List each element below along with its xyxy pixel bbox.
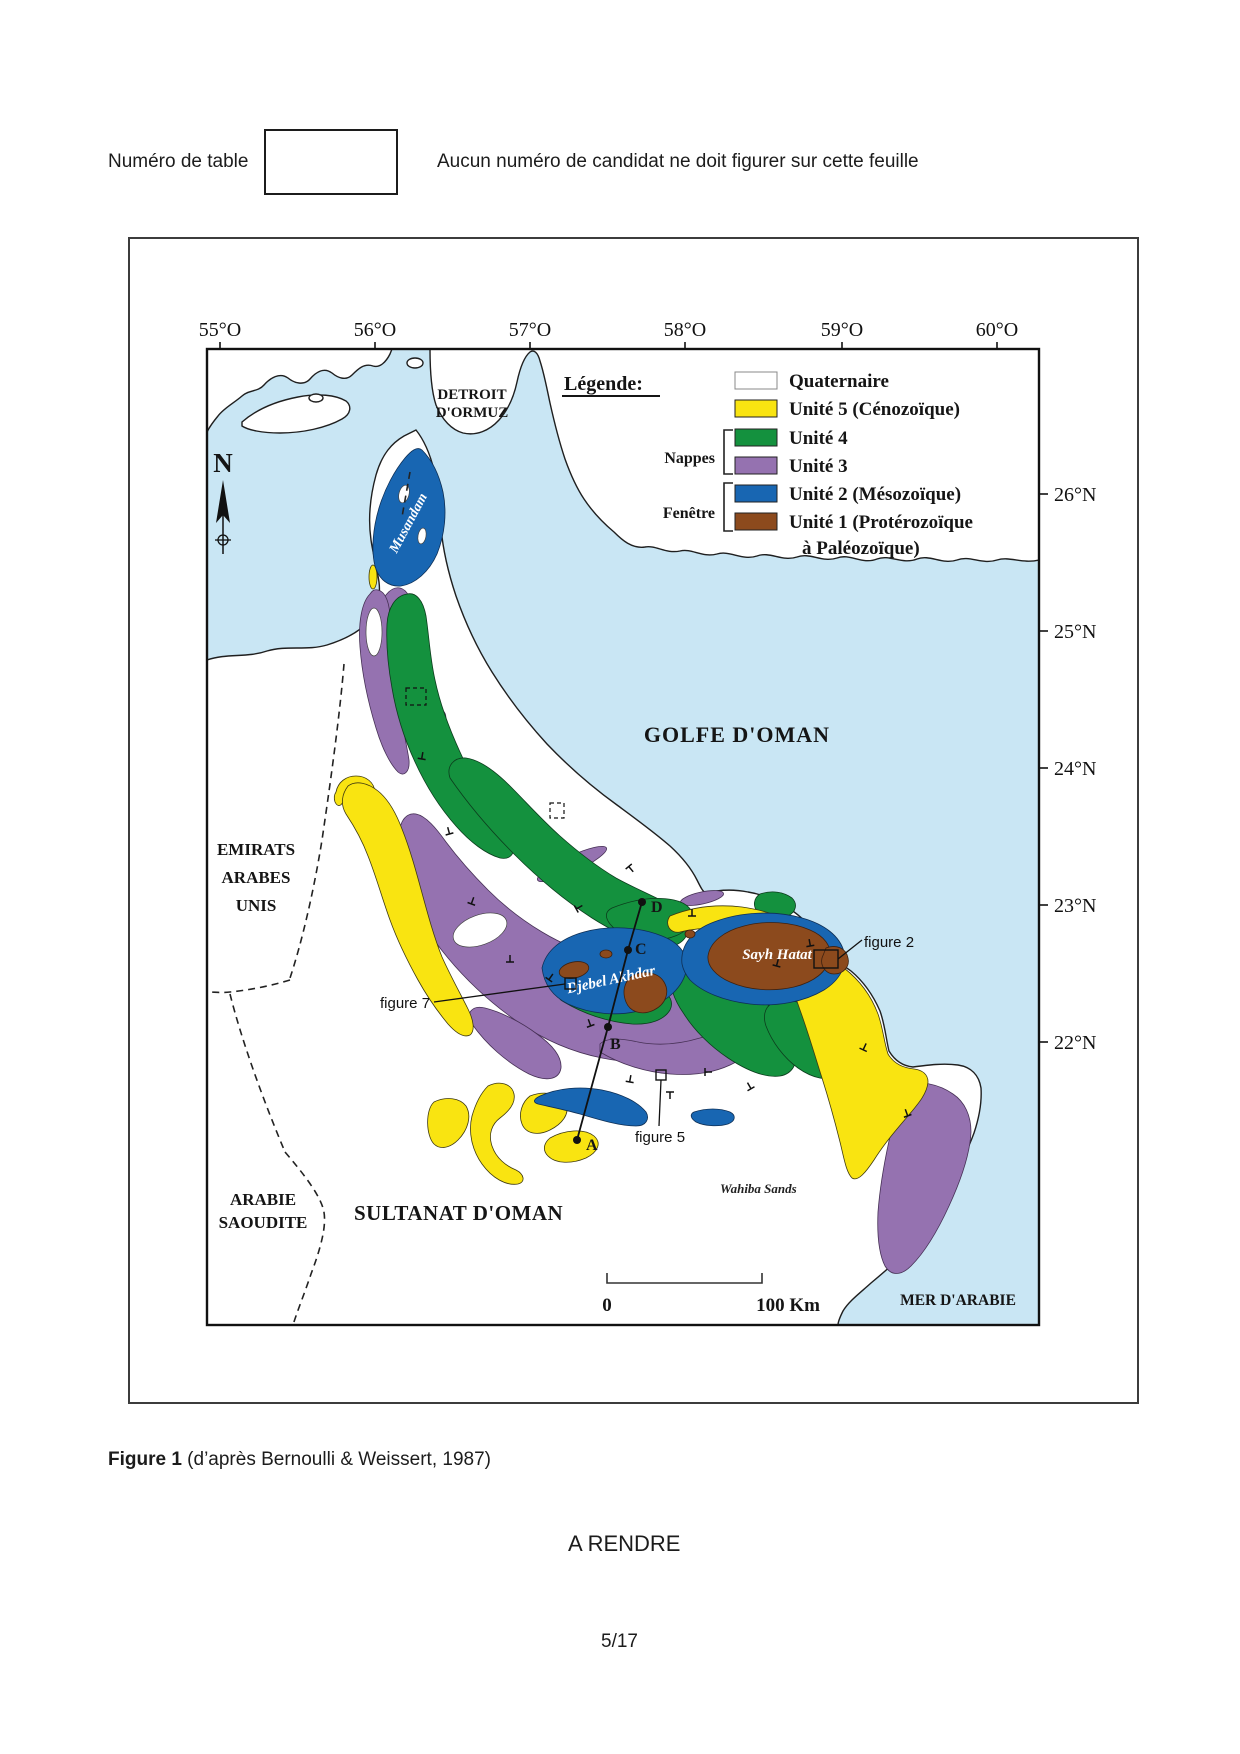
thrust-symbols	[417, 751, 912, 1118]
svg-text:D'ORMUZ: D'ORMUZ	[436, 405, 509, 421]
sayh-hatat-label: Sayh Hatat	[742, 947, 812, 963]
figure-caption: Figure 1 (d’après Bernoulli & Weissert, …	[108, 1449, 491, 1471]
figure-caption-source: (d’après Bernoulli & Weissert, 1987)	[181, 1449, 491, 1470]
svg-text:à Paléozoïque): à Paléozoïque)	[802, 538, 920, 559]
small-island	[308, 393, 324, 403]
quaternaire-spot	[417, 527, 427, 545]
svg-text:22°N: 22°N	[1054, 1032, 1096, 1054]
legend-swatch-unite3	[734, 456, 778, 475]
map-legend: Légende: Quaternaire Unité 5 (Cénozoïque…	[562, 371, 973, 559]
quaternaire-window	[365, 607, 383, 657]
legend-group-fenetre: Fenêtre	[663, 505, 715, 522]
iran-landmass	[207, 349, 1039, 563]
svg-text:25°N: 25°N	[1054, 621, 1096, 643]
figure-caption-number: Figure 1	[108, 1449, 182, 1470]
svg-text:24°N: 24°N	[1054, 758, 1096, 780]
figure-references: figure 7 figure 5 figure 2	[380, 934, 914, 1146]
svg-text:59°O: 59°O	[821, 319, 863, 341]
sultanat-oman-label: SULTANAT D'OMAN	[354, 1201, 563, 1225]
scale-bar: 0 100 Km	[602, 1273, 820, 1316]
svg-text:57°O: 57°O	[509, 319, 551, 341]
place-labels: DETROIT D'ORMUZ GOLFE D'OMAN EMIRATS ARA…	[217, 387, 1016, 1309]
table-number-input-box[interactable]	[264, 129, 398, 195]
latitude-ticks	[1039, 493, 1048, 1043]
legend-swatch-quaternaire	[734, 371, 778, 390]
page-number: 5/17	[601, 1631, 638, 1652]
svg-text:Unité 4: Unité 4	[789, 428, 848, 449]
north-arrow: N	[213, 448, 233, 554]
svg-text:56°O: 56°O	[354, 319, 396, 341]
svg-text:Unité 3: Unité 3	[789, 456, 848, 477]
svg-text:60°O: 60°O	[976, 319, 1018, 341]
musandam-fault	[401, 471, 411, 518]
figure-location-marker	[549, 802, 565, 819]
svg-text:UNIS: UNIS	[236, 896, 277, 915]
svg-text:26°N: 26°N	[1054, 484, 1096, 506]
svg-text:55°O: 55°O	[199, 319, 241, 341]
legend-swatch-unite4	[734, 428, 778, 447]
point-a-label: A	[586, 1137, 598, 1154]
golfe-oman-label: GOLFE D'OMAN	[644, 722, 830, 747]
table-number-label: Numéro de table	[108, 151, 249, 172]
latitude-labels: 26°N 25°N 24°N 23°N 22°N	[1054, 484, 1096, 1054]
svg-text:Unité 1 (Protérozoïque: Unité 1 (Protérozoïque	[789, 512, 973, 533]
longitude-ticks	[219, 342, 998, 349]
svg-text:Quaternaire: Quaternaire	[789, 371, 889, 392]
country-borders	[207, 471, 411, 1325]
legend-title: Légende:	[564, 373, 643, 395]
strait-island	[406, 357, 424, 369]
scale-end: 100 Km	[756, 1295, 820, 1316]
unit5-regions	[333, 564, 929, 1185]
legend-swatch-unite5	[734, 399, 778, 418]
svg-text:Unité 2 (Mésozoïque): Unité 2 (Mésozoïque)	[789, 484, 961, 505]
quaternaire-window	[452, 912, 508, 948]
svg-text:SAOUDITE: SAOUDITE	[219, 1213, 308, 1232]
qeshm-island	[241, 394, 351, 434]
musandam-region	[372, 448, 446, 587]
cross-section: A B C D	[573, 898, 663, 1154]
map-frame	[205, 347, 1041, 1327]
a-rendre-note: A RENDRE	[568, 1531, 681, 1556]
detroit-ormuz-label: DETROIT	[437, 387, 506, 403]
svg-text:58°O: 58°O	[664, 319, 706, 341]
emirats-label: EMIRATS	[217, 840, 295, 859]
legend-group-nappes: Nappes	[664, 450, 715, 467]
figure-frame: Musandam Djebel Akhdar Sayh Hatat 55°O 5…	[128, 237, 1139, 1404]
legend-swatch-unite2	[734, 484, 778, 503]
unit1-regions	[558, 922, 849, 1014]
candidate-notice: Aucun numéro de candidat ne doit figurer…	[437, 151, 919, 172]
figure5-label: figure 5	[635, 1129, 685, 1146]
svg-text:N: N	[213, 448, 233, 478]
svg-text:23°N: 23°N	[1054, 895, 1096, 917]
oman-geological-map: Musandam Djebel Akhdar Sayh Hatat 55°O 5…	[199, 319, 1096, 1327]
figure-location-marker	[405, 687, 427, 706]
point-b-label: B	[610, 1036, 621, 1053]
figure2-label: figure 2	[864, 934, 914, 951]
svg-text:ARABES: ARABES	[222, 868, 291, 887]
scale-start: 0	[602, 1295, 612, 1316]
figure7-label: figure 7	[380, 995, 430, 1012]
wahiba-sands-label: Wahiba Sands	[720, 1181, 797, 1196]
arabie-saoudite-label: ARABIE	[230, 1190, 296, 1209]
svg-text:Unité 5 (Cénozoïque): Unité 5 (Cénozoïque)	[789, 399, 960, 420]
longitude-labels: 55°O 56°O 57°O 58°O 59°O 60°O	[199, 319, 1018, 341]
mer-arabie-label: MER D'ARABIE	[900, 1292, 1016, 1309]
legend-swatch-unite1	[734, 512, 778, 531]
point-c-label: C	[635, 941, 647, 958]
point-d-label: D	[651, 899, 663, 916]
